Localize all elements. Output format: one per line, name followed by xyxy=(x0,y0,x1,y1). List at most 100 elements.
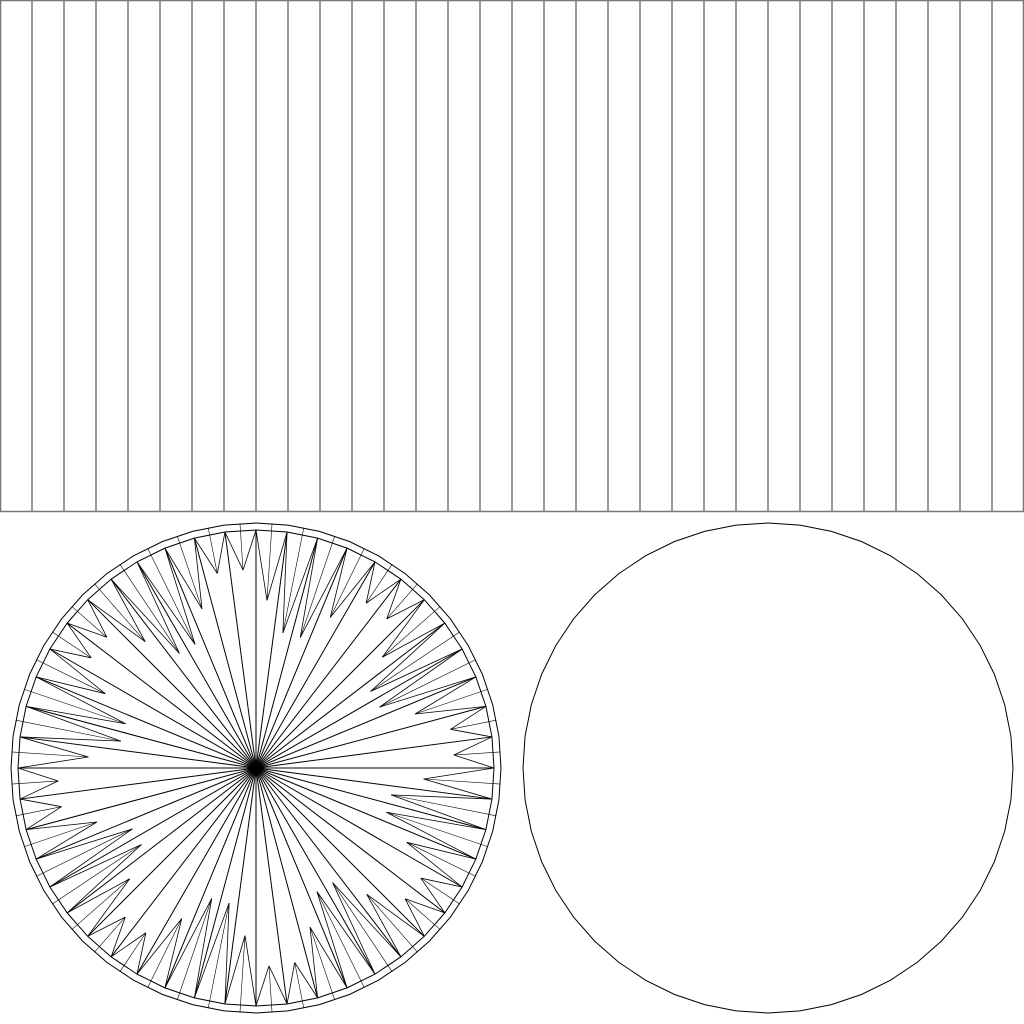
cap-rim-connector xyxy=(147,548,196,645)
cap-spoke xyxy=(193,767,257,999)
cap-spoke xyxy=(255,767,376,975)
cap-rim-connector xyxy=(365,564,393,604)
cap-rim-connector xyxy=(382,606,441,658)
cap-rim-connector xyxy=(268,965,273,1013)
cap-rim-connector xyxy=(366,894,418,953)
cap-rim-connector xyxy=(266,523,273,601)
cap-chevron-edge xyxy=(266,531,288,601)
cap-chevron-edge xyxy=(87,878,131,937)
cap-spoke xyxy=(19,736,257,769)
cap-chevron-edge xyxy=(366,894,402,958)
cap-chevron-edge xyxy=(379,648,463,708)
cap-rim-connector xyxy=(207,527,218,574)
cap-chevron-edge xyxy=(66,844,142,914)
cap-chevron-edge xyxy=(255,529,268,601)
cap-chevron-edge xyxy=(391,794,492,800)
cap-spoke xyxy=(110,578,257,769)
cap-chevron-edge xyxy=(316,891,348,989)
cap-chevron-edge xyxy=(404,898,445,914)
cap-outline-polygon xyxy=(522,522,1014,1014)
cap-chevron-edge xyxy=(386,811,486,830)
cap-spoke xyxy=(255,736,493,769)
cap-chevron-edge xyxy=(17,756,89,769)
cap-chevron-edge xyxy=(49,648,92,659)
cap-chevron-edge xyxy=(36,676,106,695)
cap-chevron-edge xyxy=(381,599,425,658)
cap-rim-connector xyxy=(207,902,230,1009)
cap-chevron-edge xyxy=(255,965,270,1007)
cap-chevron-edge xyxy=(365,578,402,604)
cap-chevron-edge xyxy=(224,903,230,1004)
cap-chevron-edge xyxy=(404,898,425,937)
cap-spoke xyxy=(255,767,463,888)
cap-rim-connector xyxy=(147,918,182,988)
cap-chevron-edge xyxy=(216,531,226,574)
cap-chevron-edge xyxy=(110,578,180,654)
cap-chevron-edge xyxy=(87,599,146,643)
cap-chevron-edge xyxy=(370,648,463,692)
cap-chevron-edge xyxy=(366,893,425,937)
cap-spoke xyxy=(255,767,288,1005)
cap-chevron-edge xyxy=(224,531,244,571)
cap-rim-connector xyxy=(299,535,336,638)
cap-spoke xyxy=(49,648,257,769)
cap-chevron-edge xyxy=(379,676,477,708)
cap-spoke xyxy=(255,622,446,769)
cap-chevron-edge xyxy=(332,882,402,958)
cap-chevron-edge xyxy=(316,891,376,975)
cap-chevron-edge xyxy=(87,916,126,937)
cap-rim-connector xyxy=(23,821,98,848)
cap-spoke xyxy=(224,767,257,1005)
cap-chevron-edge xyxy=(332,882,376,975)
cap-rim-connector xyxy=(420,877,460,905)
cap-chevron-edge xyxy=(164,547,196,645)
cap-chevron-edge xyxy=(194,538,203,609)
cap-chevron-edge xyxy=(406,841,476,860)
cap-spoke xyxy=(35,767,257,860)
cap-spoke xyxy=(35,676,257,769)
cap-spoke xyxy=(255,767,402,958)
cap-chevron-edge xyxy=(268,965,288,1005)
cap-spoke xyxy=(87,599,257,769)
cap-spoke xyxy=(136,561,257,769)
cap-chevron-edge xyxy=(282,537,318,634)
cap-chevron-edge xyxy=(20,736,121,742)
cap-rim-connector xyxy=(386,811,489,848)
cap-chevron-edge xyxy=(25,806,62,830)
cap-chevron-edge xyxy=(453,754,495,769)
cap-chevron-edge xyxy=(19,780,59,800)
cap-chevron-edge xyxy=(309,926,348,989)
cap-chevron-edge xyxy=(19,798,62,808)
cap-chevron-edge xyxy=(25,706,122,742)
cap-spoke xyxy=(19,767,257,800)
cap-spoke xyxy=(255,767,425,937)
cap-chevron-edge xyxy=(164,918,183,988)
cap-rim-connector xyxy=(294,962,305,1009)
cap-rim-connector xyxy=(15,719,122,742)
cap-rim-connector xyxy=(316,891,365,988)
cap-spoke xyxy=(66,622,257,769)
cap-chevron-edge xyxy=(286,962,296,1005)
cap-rim-connector xyxy=(52,844,142,905)
cap-rim-connector xyxy=(239,523,244,571)
cap-chevron-edge xyxy=(164,898,213,989)
cap-chevron-edge xyxy=(194,898,213,998)
cap-chevron-edge xyxy=(365,561,376,604)
cap-chevron-edge xyxy=(35,676,126,725)
cap-chevron-edge xyxy=(26,821,97,830)
cap-chevron-edge xyxy=(386,579,402,620)
cap-rim-connector xyxy=(282,527,305,634)
cap-rim-connector xyxy=(450,719,497,730)
cap-rim-connector xyxy=(15,806,62,817)
cap-rim-connector xyxy=(11,751,89,758)
cap-spoke xyxy=(255,537,319,769)
cap-spoke xyxy=(255,676,477,769)
cap-chevron-edge xyxy=(35,828,133,860)
cap-spoke xyxy=(66,767,257,914)
cap-chevron-edge xyxy=(244,935,257,1007)
cap-spoke xyxy=(255,767,446,914)
cap-chevron-edge xyxy=(17,767,59,782)
cap-rim-connector xyxy=(332,882,393,972)
cap-chevron-edge xyxy=(294,962,318,999)
cap-chevron-edge xyxy=(49,648,106,695)
